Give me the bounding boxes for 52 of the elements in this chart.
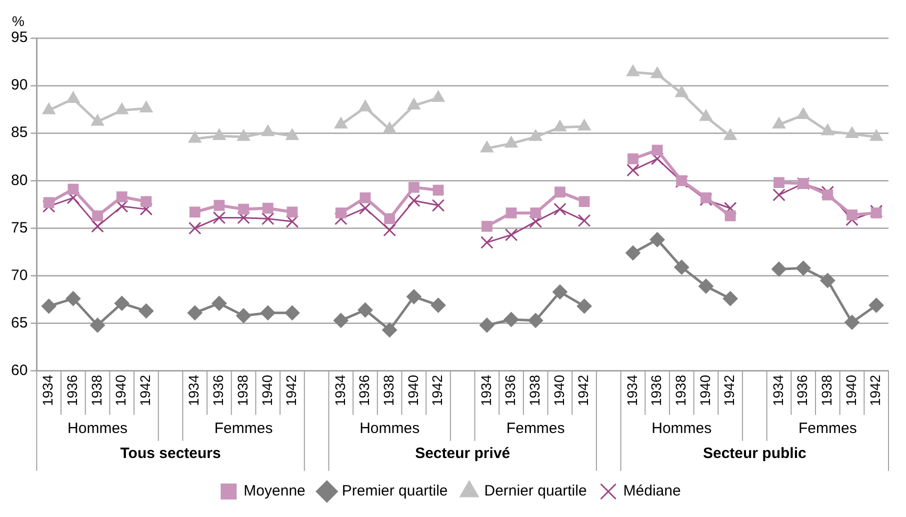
x-tick-label: 1940 [550,374,567,406]
x-tick-label: 1942 [867,374,884,406]
text: Hommes [652,420,712,437]
y-tick-label: 80 [10,172,28,189]
x-tick-label: 1934 [478,374,494,406]
text: Hommes [360,420,420,437]
x-tick-label: 1934 [624,374,640,406]
x-tick-label: 1936 [64,374,80,406]
text: Femmes [214,420,273,437]
x-tick-label: 1934 [40,374,56,406]
x-tick-label: 1934 [186,374,202,406]
x-tick-label: 1940 [112,374,129,406]
x-tick-label: 1938 [234,374,250,406]
x-tick-label: 1942 [429,374,446,406]
legend-label: Médiane [623,482,681,500]
x-tick-label: 1938 [88,374,104,406]
x-tick-label: 1940 [696,374,713,406]
x-tick-label: 1938 [526,374,542,406]
x-tick-label: 1936 [210,374,226,406]
x-tick-label: 1936 [794,374,810,406]
text: Femmes [506,420,565,437]
x-tick-label: 1942 [283,374,300,406]
y-tick-label: 95 [10,29,28,46]
text: Femmes [798,420,857,437]
x-tick-label: 1942 [137,374,154,406]
x-tick-label: 1938 [818,374,835,406]
legend-label: Premier quartile [342,482,448,500]
x-tick-label: 1938 [672,374,688,406]
x-tick-label: 1942 [721,374,738,406]
x-tick-label: 1940 [258,374,275,406]
text: Hommes [68,420,128,437]
text: Secteur privé [415,444,510,462]
x-tick-label: 1942 [575,374,592,406]
x-tick-label: 1936 [502,374,518,406]
x-tick-label: 1940 [842,374,859,406]
y-tick-label: 90 [10,76,28,94]
legend-label: Dernier quartile [484,482,587,500]
y-tick-label: 65 [10,314,28,332]
y-tick-label: 60 [10,362,28,379]
text: Tous secteurs [120,444,221,462]
y-tick-label: 70 [10,266,28,284]
legend-label: Moyenne [244,482,306,500]
y-axis-title: % [12,12,24,29]
y-tick-label: 75 [10,219,28,236]
y-tick-label: 85 [10,124,28,142]
x-tick-label: 1936 [648,374,664,406]
text: Secteur public [702,444,806,462]
x-tick-label: 1934 [332,374,348,406]
x-tick-label: 1940 [404,374,421,406]
x-tick-label: 1938 [380,374,396,406]
x-tick-label: 1934 [770,374,786,406]
x-tick-label: 1936 [356,374,372,406]
